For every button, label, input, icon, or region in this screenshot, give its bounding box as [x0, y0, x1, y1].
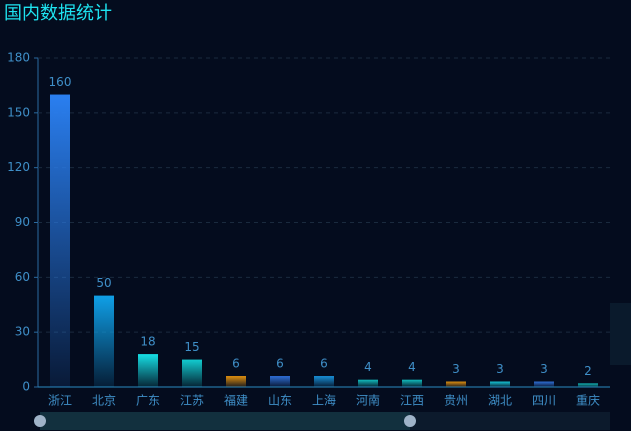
data-label: 18 — [140, 335, 155, 349]
x-tick-label: 山东 — [268, 394, 292, 408]
bar — [490, 381, 510, 387]
y-tick-label: 90 — [15, 215, 30, 229]
bar — [270, 376, 290, 387]
zoom-handle[interactable] — [404, 415, 416, 427]
data-label: 15 — [184, 340, 199, 354]
x-tick-label: 重庆 — [576, 394, 600, 408]
y-tick-label: 30 — [15, 325, 30, 339]
chart-title: 国内数据统计 — [4, 3, 112, 24]
bar — [578, 383, 598, 387]
x-tick-label: 福建 — [224, 393, 248, 408]
data-label: 3 — [452, 362, 460, 376]
bar — [314, 376, 334, 387]
bar — [94, 295, 114, 387]
y-tick-label: 120 — [7, 160, 30, 174]
y-tick-label: 150 — [7, 105, 30, 119]
bar — [138, 354, 158, 387]
x-tick-label: 北京 — [92, 394, 116, 408]
y-tick-label: 0 — [22, 380, 30, 394]
data-label: 6 — [232, 357, 240, 371]
bar — [226, 376, 246, 387]
bar — [402, 379, 422, 387]
data-label: 160 — [49, 75, 72, 89]
data-label: 6 — [320, 357, 328, 371]
x-tick-label: 四川 — [532, 394, 556, 408]
data-label: 3 — [540, 362, 548, 376]
bar — [50, 94, 70, 388]
x-tick-label: 湖北 — [488, 393, 512, 408]
side-panel[interactable] — [610, 303, 631, 365]
bar — [534, 381, 554, 387]
zoom-handle[interactable] — [34, 415, 46, 427]
bar — [182, 359, 202, 387]
data-label: 6 — [276, 357, 284, 371]
x-tick-label: 贵州 — [444, 394, 468, 408]
data-label: 3 — [496, 362, 504, 376]
x-tick-label: 广东 — [136, 394, 160, 408]
data-label: 4 — [364, 360, 372, 374]
x-tick-label: 河南 — [356, 393, 380, 408]
data-label: 2 — [584, 364, 592, 378]
data-label: 4 — [408, 360, 416, 374]
x-tick-label: 上海 — [312, 393, 336, 408]
data-label: 50 — [96, 276, 111, 290]
y-tick-label: 180 — [7, 51, 30, 65]
x-tick-label: 浙江 — [48, 394, 72, 408]
bar — [358, 379, 378, 387]
x-tick-label: 江西 — [400, 394, 424, 408]
y-tick-label: 60 — [15, 270, 30, 284]
bar — [446, 381, 466, 387]
zoom-selection[interactable] — [40, 412, 410, 430]
x-tick-label: 江苏 — [180, 394, 204, 408]
